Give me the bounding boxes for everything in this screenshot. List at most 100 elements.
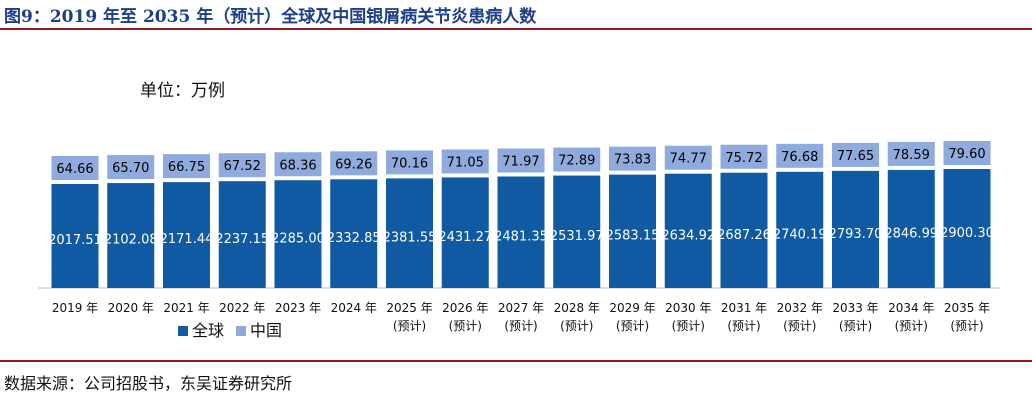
- data-label-china: 71.05: [447, 155, 484, 170]
- x-tick-sublabel: (预计): [560, 319, 593, 333]
- source-divider: [0, 360, 1032, 362]
- legend-label-global: 全球: [192, 321, 224, 340]
- x-tick-label: 2019 年: [52, 301, 98, 315]
- legend[interactable]: 全球 中国: [178, 321, 282, 340]
- data-label-global: 2846.99: [884, 227, 938, 242]
- title-divider: [0, 28, 1032, 30]
- bar-global: [609, 174, 656, 288]
- bar-global: [664, 173, 712, 288]
- data-label-china: 70.16: [391, 156, 428, 171]
- x-tick-label: 2033 年: [832, 301, 878, 315]
- data-label-global: 2481.35: [494, 230, 548, 245]
- bar-china: [497, 148, 545, 173]
- data-label-china: 68.36: [279, 158, 316, 173]
- data-label-china: 76.68: [781, 150, 818, 165]
- bar-china: [163, 154, 210, 179]
- data-label-china: 75.72: [725, 151, 762, 166]
- data-label-china: 69.26: [335, 157, 372, 172]
- source-note: 数据来源：公司招股书，东吴证券研究所: [4, 374, 293, 393]
- bar-global: [887, 169, 935, 288]
- data-label-global: 2740.19: [773, 227, 827, 242]
- x-tick-label: 2034 年: [888, 301, 934, 315]
- bar-china: [441, 149, 489, 174]
- legend-swatch-global: [178, 326, 188, 336]
- x-tick-sublabel: (预计): [393, 319, 426, 333]
- x-tick-label: 2035 年: [944, 301, 990, 315]
- data-label-global: 2171.44: [160, 232, 214, 247]
- x-axis-ticks: 2019 年 2020 年 2021 年 2022 年 2023 年 2024 年 2025…: [52, 301, 990, 333]
- bar-china: [553, 147, 601, 172]
- bar-china: [218, 153, 266, 178]
- x-tick-sublabel: (预计): [504, 319, 537, 333]
- x-tick-label: 2025 年: [386, 301, 432, 315]
- bar-global: [497, 176, 545, 288]
- x-tick-label: 2024 年: [331, 301, 377, 315]
- bar-global: [943, 169, 991, 288]
- x-tick-label: 2022 年: [219, 301, 265, 315]
- bar-global: [386, 178, 433, 288]
- data-label-china: 78.59: [893, 148, 930, 163]
- bar-global: [274, 180, 322, 288]
- x-tick-label: 2020 年: [108, 301, 154, 315]
- x-tick-label: 2027 年: [498, 301, 544, 315]
- prevalence-chart: 单位：万例 2017.51 64.66 2102.08 65.70 2171.44 66.…: [38, 81, 1000, 340]
- bar-global: [107, 183, 155, 288]
- bar-global: [720, 172, 768, 288]
- data-label-china: 72.89: [558, 154, 595, 169]
- x-tick-sublabel: (预计): [672, 319, 705, 333]
- data-label-global: 2431.27: [438, 230, 492, 245]
- bar-china: [832, 142, 879, 167]
- bar-china: [720, 144, 768, 169]
- data-label-china: 77.65: [837, 149, 874, 164]
- data-label-china: 73.83: [614, 153, 651, 168]
- x-tick-sublabel: (预计): [950, 319, 983, 333]
- data-label-china: 65.70: [112, 161, 149, 176]
- x-tick-label: 2030 年: [665, 301, 711, 315]
- bar-group: 2017.51 64.66 2102.08 65.70 2171.44 66.75 2237…: [48, 141, 994, 288]
- data-label-global: 2285.00: [271, 231, 325, 246]
- data-label-global: 2381.55: [383, 230, 437, 245]
- x-tick-label: 2032 年: [777, 301, 823, 315]
- x-tick-label: 2023 年: [275, 301, 321, 315]
- bar-china: [609, 146, 656, 171]
- bar-global: [832, 170, 879, 288]
- data-label-china: 66.75: [168, 160, 205, 175]
- data-label-global: 2332.85: [327, 231, 381, 246]
- x-tick-label: 2028 年: [554, 301, 600, 315]
- bar-china: [664, 145, 712, 170]
- bar-china: [943, 141, 991, 165]
- bar-china: [776, 143, 824, 168]
- x-tick-sublabel: (预计): [727, 319, 760, 333]
- data-label-global: 2237.15: [215, 232, 269, 247]
- x-tick-label: 2031 年: [721, 301, 767, 315]
- x-tick-sublabel: (预计): [783, 319, 816, 333]
- bar-global: [330, 179, 378, 288]
- data-label-china: 64.66: [56, 162, 93, 177]
- bar-china: [887, 141, 935, 166]
- data-label-global: 2102.08: [104, 233, 158, 248]
- x-tick-sublabel: (预计): [449, 319, 482, 333]
- unit-label: 单位：万例: [140, 81, 225, 101]
- x-tick-label: 2029 年: [609, 301, 655, 315]
- data-label-global: 2793.70: [829, 227, 883, 242]
- bar-china: [386, 150, 433, 175]
- bar-global: [218, 181, 266, 288]
- data-label-global: 2583.15: [606, 229, 660, 244]
- data-label-china: 67.52: [224, 159, 261, 174]
- x-tick-label: 2026 年: [442, 301, 488, 315]
- x-tick-sublabel: (预计): [895, 319, 928, 333]
- data-label-global: 2634.92: [661, 228, 715, 243]
- x-tick-sublabel: (预计): [616, 319, 649, 333]
- data-label-global: 2017.51: [48, 233, 102, 248]
- bar-china: [274, 152, 322, 177]
- data-label-global: 2687.26: [717, 228, 771, 243]
- data-label-global: 2900.30: [940, 226, 994, 241]
- bar-global: [51, 184, 99, 288]
- bar-global: [553, 175, 601, 288]
- bar-global: [776, 171, 824, 288]
- bar-china: [107, 155, 155, 180]
- legend-label-china: 中国: [250, 321, 282, 340]
- data-label-global: 2531.97: [550, 229, 604, 244]
- data-label-china: 71.97: [502, 155, 539, 170]
- data-label-china: 79.60: [948, 147, 985, 162]
